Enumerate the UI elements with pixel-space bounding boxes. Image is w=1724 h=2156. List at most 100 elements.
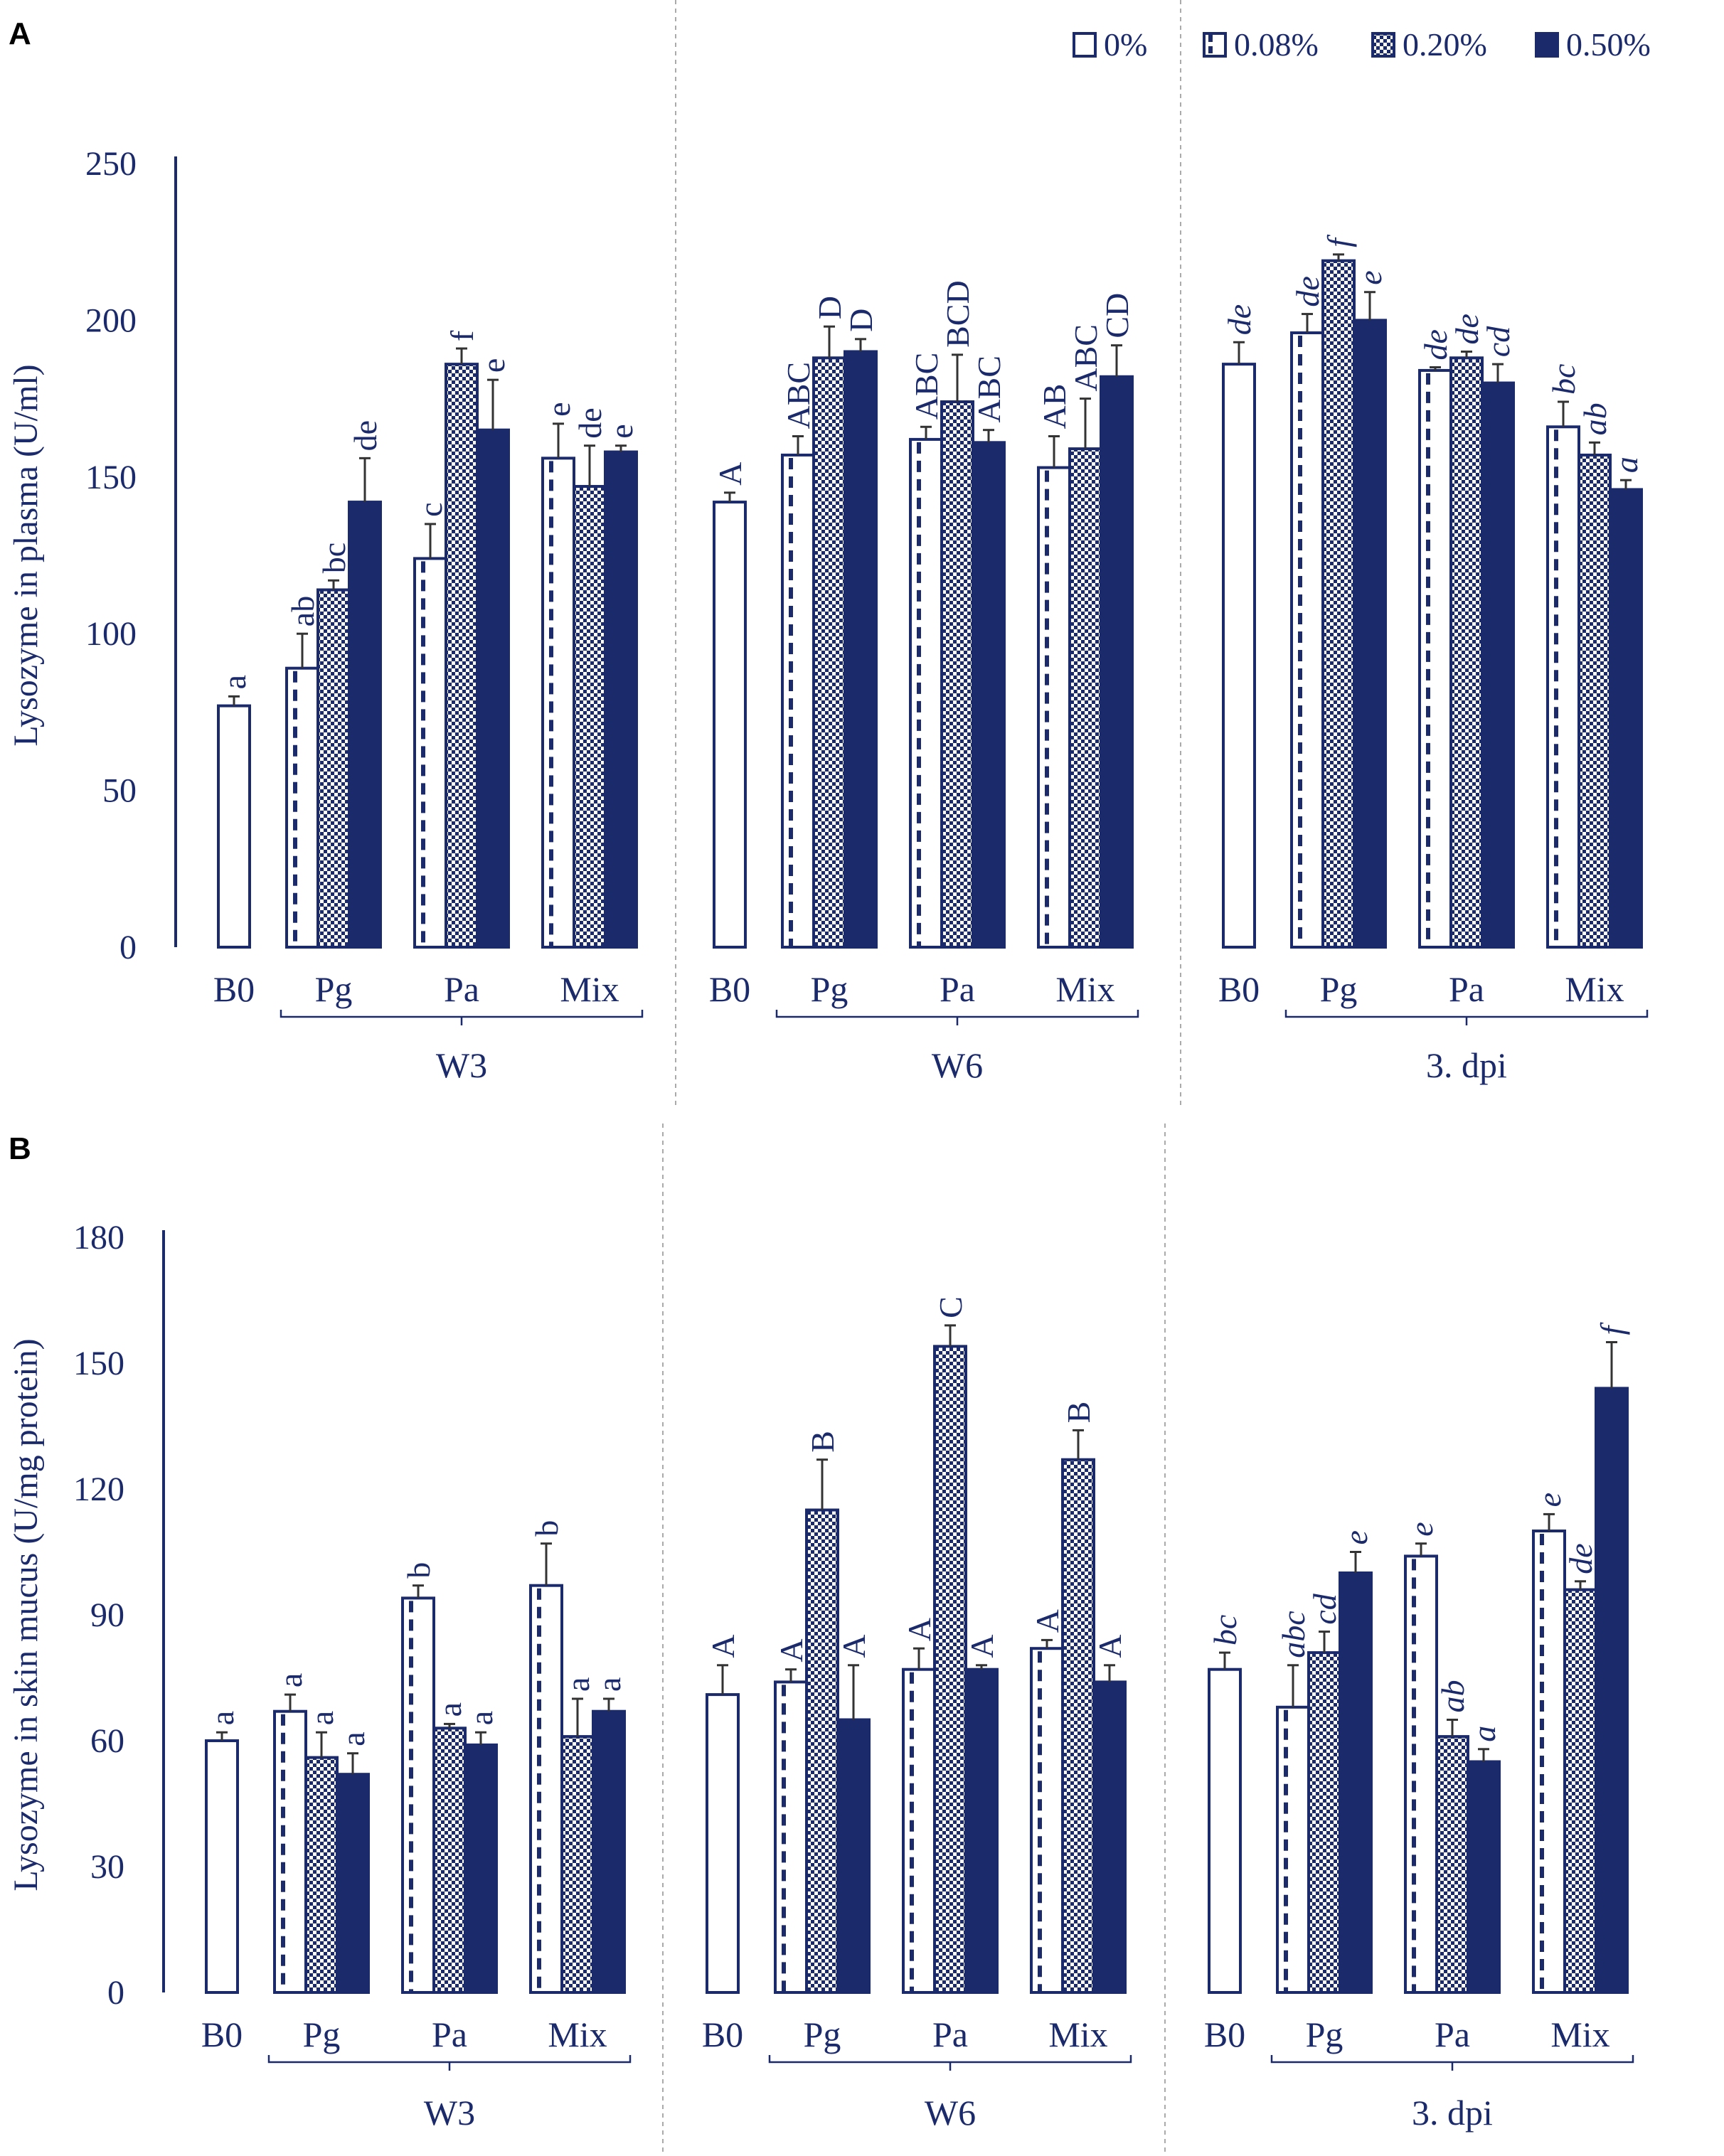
significance-letter-24: de: [1417, 329, 1454, 360]
bar-rect-26: [1481, 381, 1515, 949]
legend-label-0: 0%: [1104, 26, 1147, 63]
significance-letter-22: f: [1321, 234, 1357, 247]
significance-letter-8: a: [560, 1677, 596, 1692]
significance-letter-26: a: [1466, 1726, 1502, 1742]
bar-rect-25: [1435, 1735, 1469, 1995]
significance-letter-28: de: [1563, 1543, 1599, 1574]
y-tick-label-5: 150: [73, 1345, 124, 1382]
group-bracket-0: [267, 2055, 632, 2071]
x-category-label-2-0: Pg: [1320, 969, 1358, 1009]
y-tick-label-0: 0: [119, 929, 137, 966]
significance-letter-17: A: [1029, 1609, 1065, 1633]
bar-24: e: [1403, 1522, 1440, 1994]
bar-1: ab: [284, 596, 321, 949]
significance-letter-7: b: [528, 1520, 565, 1537]
bar-rect-16: [972, 441, 1006, 949]
bar-rect-0: [205, 1739, 239, 1994]
x-category-label-2-2: Mix: [1565, 969, 1624, 1009]
bar-6: a: [463, 1711, 499, 1994]
bar-rect-1: [285, 666, 319, 949]
bar-rect-2: [316, 588, 351, 949]
y-tick-label-3: 90: [90, 1596, 124, 1634]
bar-14: ABC: [908, 353, 945, 949]
x-category-label-1-0: Pg: [811, 969, 848, 1009]
legend-label-2: 0.20%: [1403, 26, 1487, 63]
significance-letter-29: a: [1608, 457, 1644, 473]
significance-letter-27: bc: [1545, 364, 1582, 395]
bar-0: a: [204, 1711, 240, 1994]
y-tick-label-4: 200: [85, 301, 137, 339]
significance-letter-19: CD: [1099, 293, 1135, 338]
bar-rect-16: [964, 1667, 999, 1994]
bar-rect-23: [1339, 1571, 1373, 1994]
significance-letter-3: de: [347, 420, 383, 451]
bar-12: D: [812, 296, 848, 949]
significance-letter-5: a: [432, 1702, 468, 1717]
bar-27: bc: [1545, 364, 1582, 949]
bar-rect-17: [1037, 466, 1071, 949]
bar-10: A: [705, 1635, 741, 1995]
x-category-label-b0-1: B0: [702, 2014, 743, 2054]
bar-rect-21: [1290, 331, 1324, 949]
significance-letter-11: A: [773, 1638, 809, 1662]
bar-6: e: [475, 358, 511, 949]
significance-letter-5: f: [444, 330, 480, 341]
legend-item-2: 0.20%: [1371, 26, 1487, 63]
bar-5: a: [432, 1702, 468, 1995]
bar-15: BCD: [940, 280, 976, 949]
significance-letter-2: bc: [316, 543, 352, 573]
y-tick-label-2: 60: [90, 1722, 124, 1760]
bar-3: a: [335, 1731, 371, 1994]
bar-27: e: [1531, 1493, 1568, 1994]
group-bracket-0: [280, 1010, 644, 1025]
bar-rect-19: [1092, 1680, 1127, 1994]
bar-rect-27: [1532, 1530, 1566, 1994]
y-tick-label-5: 250: [85, 145, 137, 183]
significance-letter-29: f: [1594, 1322, 1630, 1335]
bar-9: e: [603, 424, 639, 949]
bar-17: AB: [1036, 384, 1073, 949]
bar-18: B: [1060, 1402, 1097, 1994]
bar-rect-9: [592, 1709, 626, 1994]
bar-rect-23: [1353, 319, 1387, 949]
significance-letter-12: B: [804, 1431, 841, 1453]
bar-rect-13: [836, 1718, 871, 1994]
significance-letter-12: D: [812, 296, 848, 319]
x-category-label-b0-0: B0: [201, 2014, 243, 2054]
significance-letter-1: ab: [284, 596, 321, 626]
bar-28: ab: [1577, 402, 1613, 949]
y-tick-label-4: 120: [73, 1471, 124, 1508]
significance-letter-7: e: [541, 402, 577, 416]
x-category-label-0-2: Mix: [560, 969, 619, 1009]
bar-19: A: [1092, 1635, 1128, 1994]
significance-letter-26: cd: [1480, 326, 1516, 357]
significance-letter-15: BCD: [940, 280, 976, 348]
bar-19: CD: [1099, 293, 1135, 949]
significance-letter-2: a: [304, 1711, 340, 1725]
significance-letter-11: ABC: [780, 362, 816, 429]
bar-23: e: [1338, 1530, 1374, 1994]
bar-rect-17: [1030, 1647, 1064, 1994]
bar-23: e: [1352, 270, 1388, 949]
significance-letter-27: e: [1531, 1493, 1568, 1507]
bar-29: f: [1594, 1322, 1630, 1994]
bar-rect-4: [401, 1596, 435, 1994]
bar-20: bc: [1207, 1615, 1243, 1994]
y-tick-label-6: 180: [73, 1219, 124, 1256]
bar-7: b: [528, 1520, 565, 1994]
group-label-0: W3: [436, 1045, 487, 1085]
significance-letter-6: e: [475, 358, 511, 373]
bar-28: de: [1563, 1543, 1599, 1995]
bar-7: e: [541, 402, 577, 949]
group-bracket-1: [775, 1010, 1139, 1025]
bar-rect-18: [1068, 447, 1102, 949]
x-category-label-1-1: Pa: [932, 2014, 968, 2054]
bar-14: A: [901, 1618, 937, 1994]
bar-8: de: [572, 407, 608, 949]
bar-rect-29: [1609, 488, 1643, 949]
bar-rect-24: [1418, 368, 1452, 949]
bar-29: a: [1608, 457, 1644, 949]
significance-letter-25: ab: [1435, 1680, 1471, 1713]
bar-rect-6: [464, 1743, 498, 1994]
